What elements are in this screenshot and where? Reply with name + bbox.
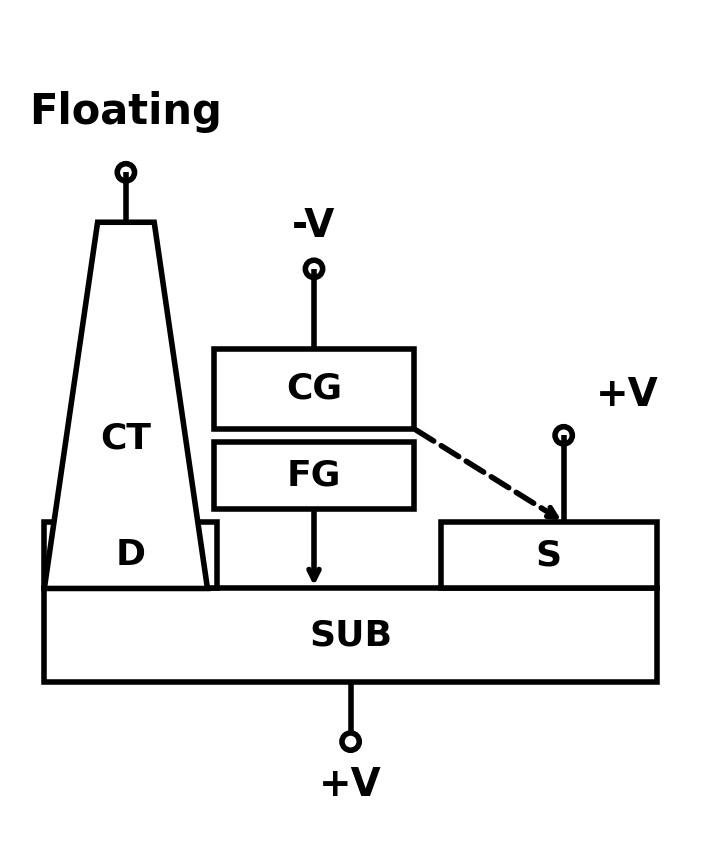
Text: S: S [535,538,562,572]
Text: CG: CG [286,372,342,406]
Text: FG: FG [287,458,341,492]
Bar [441,522,657,588]
Text: -V: -V [292,206,336,245]
Polygon shape [44,222,208,588]
Bar [214,442,414,509]
Text: SUB: SUB [309,618,392,652]
Text: +V: +V [319,766,382,804]
Text: CT: CT [100,422,151,455]
Bar [214,349,414,429]
Text: Floating: Floating [29,92,222,133]
Text: +V: +V [596,377,658,415]
Bar [44,588,657,682]
Bar [44,522,218,588]
Text: D: D [116,538,146,572]
